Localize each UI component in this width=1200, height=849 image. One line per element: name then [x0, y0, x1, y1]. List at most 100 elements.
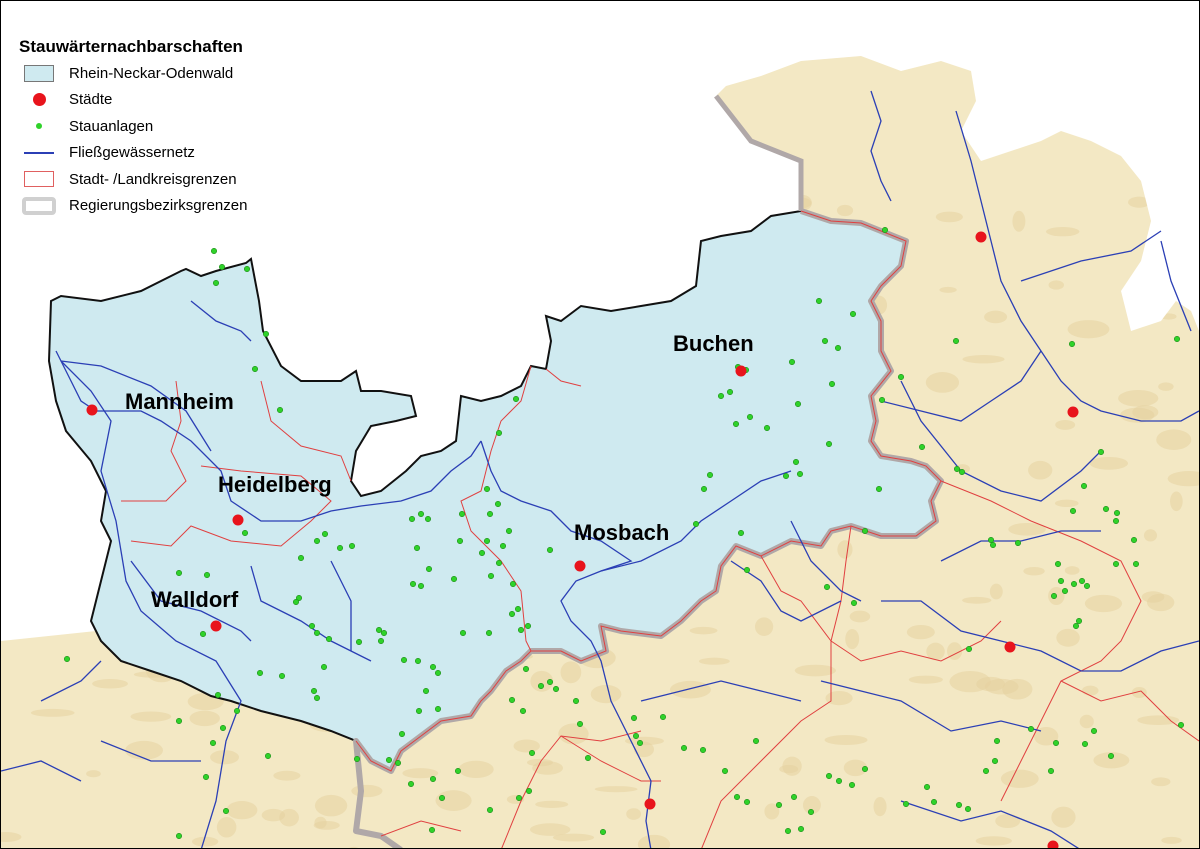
dam-marker[interactable]: [849, 310, 856, 317]
dam-marker[interactable]: [699, 746, 706, 753]
dam-marker[interactable]: [262, 330, 269, 337]
dam-marker[interactable]: [546, 546, 553, 553]
dam-marker[interactable]: [348, 542, 355, 549]
dam-marker[interactable]: [775, 801, 782, 808]
dam-marker[interactable]: [721, 767, 728, 774]
dam-marker[interactable]: [487, 572, 494, 579]
dam-marker[interactable]: [788, 358, 795, 365]
dam-marker[interactable]: [1108, 752, 1115, 759]
dam-marker[interactable]: [494, 500, 501, 507]
dam-marker[interactable]: [385, 756, 392, 763]
dam-marker[interactable]: [459, 629, 466, 636]
dam-marker[interactable]: [552, 685, 559, 692]
dam-marker[interactable]: [278, 672, 285, 679]
dam-marker[interactable]: [1028, 725, 1035, 732]
dam-marker[interactable]: [743, 798, 750, 805]
dam-marker[interactable]: [706, 471, 713, 478]
dam-marker[interactable]: [313, 629, 320, 636]
dam-marker[interactable]: [1076, 617, 1083, 624]
dam-marker[interactable]: [952, 337, 959, 344]
dam-marker[interactable]: [732, 420, 739, 427]
dam-marker[interactable]: [295, 594, 302, 601]
dam-marker[interactable]: [630, 714, 637, 721]
dam-marker[interactable]: [428, 826, 435, 833]
dam-marker[interactable]: [495, 429, 502, 436]
dam-marker[interactable]: [1174, 335, 1181, 342]
dam-marker[interactable]: [1098, 448, 1105, 455]
dam-marker[interactable]: [991, 757, 998, 764]
dam-marker[interactable]: [807, 808, 814, 815]
dam-marker[interactable]: [325, 635, 332, 642]
dam-marker[interactable]: [784, 827, 791, 834]
dam-marker[interactable]: [821, 337, 828, 344]
dam-marker[interactable]: [902, 800, 909, 807]
dam-marker[interactable]: [434, 669, 441, 676]
dam-marker[interactable]: [308, 622, 315, 629]
dam-marker[interactable]: [264, 752, 271, 759]
dam-marker[interactable]: [297, 554, 304, 561]
dam-marker[interactable]: [414, 657, 421, 664]
dam-marker[interactable]: [861, 527, 868, 534]
city-marker[interactable]: [1067, 406, 1079, 418]
dam-marker[interactable]: [483, 537, 490, 544]
dam-marker[interactable]: [525, 787, 532, 794]
dam-marker[interactable]: [918, 443, 925, 450]
dam-marker[interactable]: [210, 739, 217, 746]
dam-marker[interactable]: [680, 744, 687, 751]
dam-marker[interactable]: [958, 468, 965, 475]
dam-marker[interactable]: [485, 629, 492, 636]
dam-marker[interactable]: [458, 510, 465, 517]
dam-marker[interactable]: [203, 773, 210, 780]
dam-marker[interactable]: [517, 626, 524, 633]
dam-marker[interactable]: [515, 794, 522, 801]
dam-marker[interactable]: [486, 510, 493, 517]
city-marker[interactable]: [735, 365, 747, 377]
dam-marker[interactable]: [524, 622, 531, 629]
dam-marker[interactable]: [782, 472, 789, 479]
dam-marker[interactable]: [486, 806, 493, 813]
dam-marker[interactable]: [380, 629, 387, 636]
dam-marker[interactable]: [1073, 622, 1080, 629]
city-marker[interactable]: [1004, 641, 1016, 653]
dam-marker[interactable]: [823, 583, 830, 590]
dam-marker[interactable]: [1014, 539, 1021, 546]
dam-marker[interactable]: [1070, 507, 1077, 514]
dam-marker[interactable]: [1103, 505, 1110, 512]
dam-marker[interactable]: [1053, 739, 1060, 746]
dam-marker[interactable]: [508, 696, 515, 703]
dam-marker[interactable]: [993, 737, 1000, 744]
dam-marker[interactable]: [834, 344, 841, 351]
dam-marker[interactable]: [425, 565, 432, 572]
dam-marker[interactable]: [1178, 721, 1185, 728]
dam-marker[interactable]: [692, 520, 699, 527]
dam-marker[interactable]: [528, 749, 535, 756]
dam-marker[interactable]: [752, 737, 759, 744]
dam-marker[interactable]: [746, 413, 753, 420]
dam-marker[interactable]: [1114, 509, 1121, 516]
dam-marker[interactable]: [1055, 560, 1062, 567]
dam-marker[interactable]: [825, 440, 832, 447]
city-marker[interactable]: [86, 404, 98, 416]
dam-marker[interactable]: [434, 705, 441, 712]
dam-marker[interactable]: [825, 772, 832, 779]
dam-marker[interactable]: [537, 682, 544, 689]
dam-marker[interactable]: [422, 687, 429, 694]
dam-marker[interactable]: [276, 406, 283, 413]
dam-marker[interactable]: [223, 807, 230, 814]
dam-marker[interactable]: [1082, 740, 1089, 747]
dam-marker[interactable]: [514, 605, 521, 612]
dam-marker[interactable]: [1084, 582, 1091, 589]
city-marker[interactable]: [1047, 840, 1059, 849]
dam-marker[interactable]: [763, 424, 770, 431]
dam-marker[interactable]: [204, 571, 211, 578]
dam-marker[interactable]: [429, 775, 436, 782]
dam-marker[interactable]: [176, 832, 183, 839]
dam-marker[interactable]: [733, 793, 740, 800]
dam-marker[interactable]: [835, 777, 842, 784]
dam-marker[interactable]: [424, 515, 431, 522]
dam-marker[interactable]: [815, 297, 822, 304]
dam-marker[interactable]: [790, 793, 797, 800]
dam-marker[interactable]: [429, 663, 436, 670]
dam-marker[interactable]: [955, 801, 962, 808]
dam-marker[interactable]: [796, 470, 803, 477]
